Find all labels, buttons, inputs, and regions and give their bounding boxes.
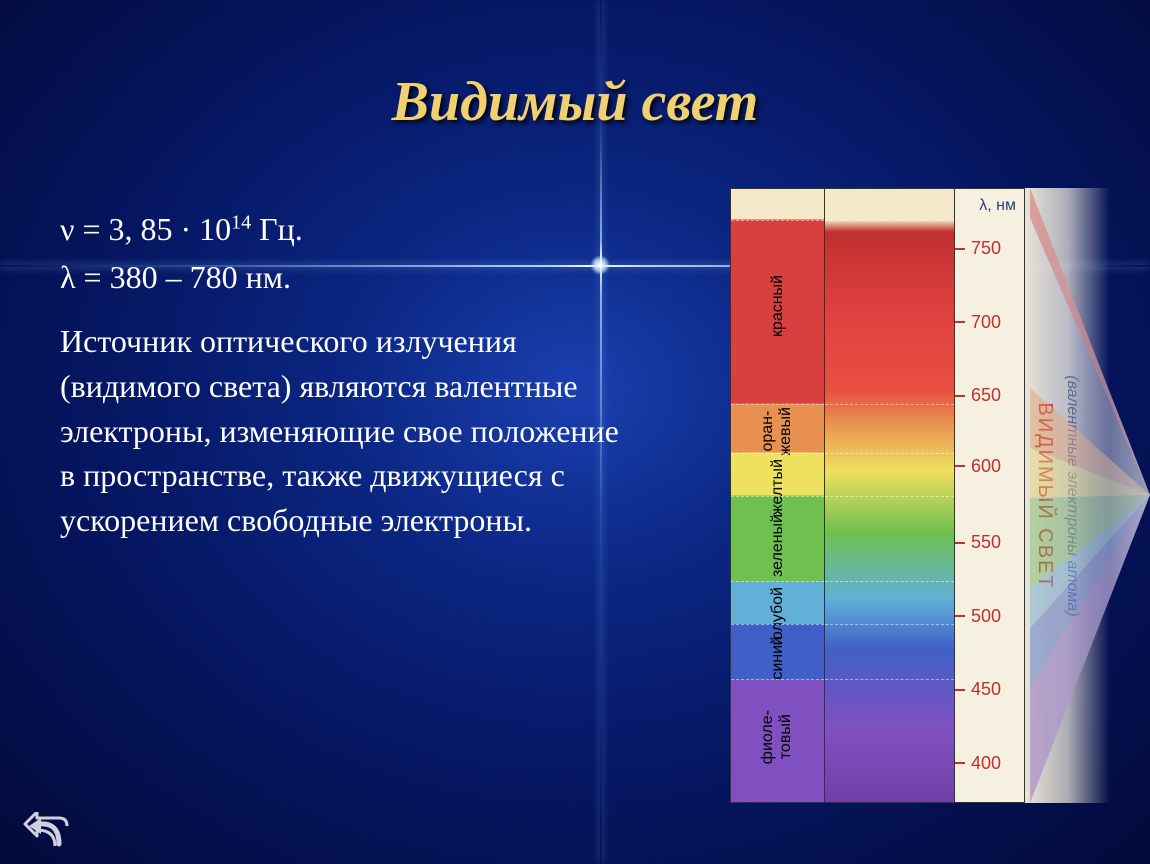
tick-mark: [955, 615, 965, 617]
region-divider: [825, 581, 954, 582]
color-name-label: желтый: [769, 459, 787, 515]
tick-mark: [955, 321, 965, 323]
region-divider: [731, 496, 824, 497]
color-name-label: фиоле- товый: [759, 710, 795, 764]
text-content: ν = 3, 85 · 1014 Гц. λ = 380 – 780 нм. И…: [60, 205, 620, 543]
color-name-label: зеленый: [769, 514, 787, 577]
tick-label: 650: [971, 385, 1001, 406]
freq-exponent: 14: [231, 211, 251, 233]
region-divider: [731, 453, 824, 454]
tick-mark: [955, 542, 965, 544]
tick-mark: [955, 465, 965, 467]
spectrum-gradient-bar: [825, 188, 955, 803]
region-divider: [825, 453, 954, 454]
frequency-formula: ν = 3, 85 · 1014 Гц.: [60, 205, 620, 253]
region-divider: [825, 496, 954, 497]
wavelength-formula: λ = 380 – 780 нм.: [60, 253, 620, 301]
scale-tick: 650: [955, 385, 1001, 406]
scale-tick: 550: [955, 532, 1001, 553]
region-divider: [731, 581, 824, 582]
tick-label: 750: [971, 238, 1001, 259]
tick-label: 700: [971, 312, 1001, 333]
region-divider: [825, 404, 954, 405]
scale-tick: 700: [955, 312, 1001, 333]
scale-tick: 500: [955, 606, 1001, 627]
region-divider: [731, 404, 824, 405]
back-button[interactable]: [18, 808, 74, 852]
tick-mark: [955, 762, 965, 764]
freq-unit: Гц.: [251, 211, 303, 247]
page-title: Видимый свет: [0, 70, 1150, 134]
color-name-label: оран- жевый: [759, 407, 795, 456]
scale-tick: 600: [955, 456, 1001, 477]
color-name-label: красный: [769, 275, 787, 337]
region-divider: [825, 624, 954, 625]
tick-label: 600: [971, 456, 1001, 477]
tick-label: 550: [971, 532, 1001, 553]
scale-tick: 450: [955, 679, 1001, 700]
region-divider: [731, 624, 824, 625]
region-divider: [731, 679, 824, 680]
color-name-label: синий: [769, 636, 787, 680]
body-paragraph: Источник оптического излучения (видимого…: [60, 319, 620, 543]
tick-label: 500: [971, 606, 1001, 627]
tick-label: 400: [971, 753, 1001, 774]
scale-unit-label: λ, нм: [979, 197, 1016, 215]
tick-mark: [955, 395, 965, 397]
wavelength-scale: λ, нм 750 700 650 600 550 500 450 400: [955, 188, 1025, 803]
region-divider: [825, 220, 954, 221]
freq-base: ν = 3, 85 · 10: [60, 211, 231, 247]
color-labels-column: красныйоран- жевыйжелтыйзеленыйголубойси…: [730, 188, 825, 803]
prism-fan-overlay: [1030, 188, 1150, 803]
region-divider: [731, 220, 824, 221]
scale-tick: 400: [955, 753, 1001, 774]
tick-label: 450: [971, 679, 1001, 700]
scale-tick: 750: [955, 238, 1001, 259]
tick-mark: [955, 248, 965, 250]
back-arrow-icon: [23, 812, 69, 848]
region-divider: [825, 679, 954, 680]
tick-mark: [955, 689, 965, 691]
